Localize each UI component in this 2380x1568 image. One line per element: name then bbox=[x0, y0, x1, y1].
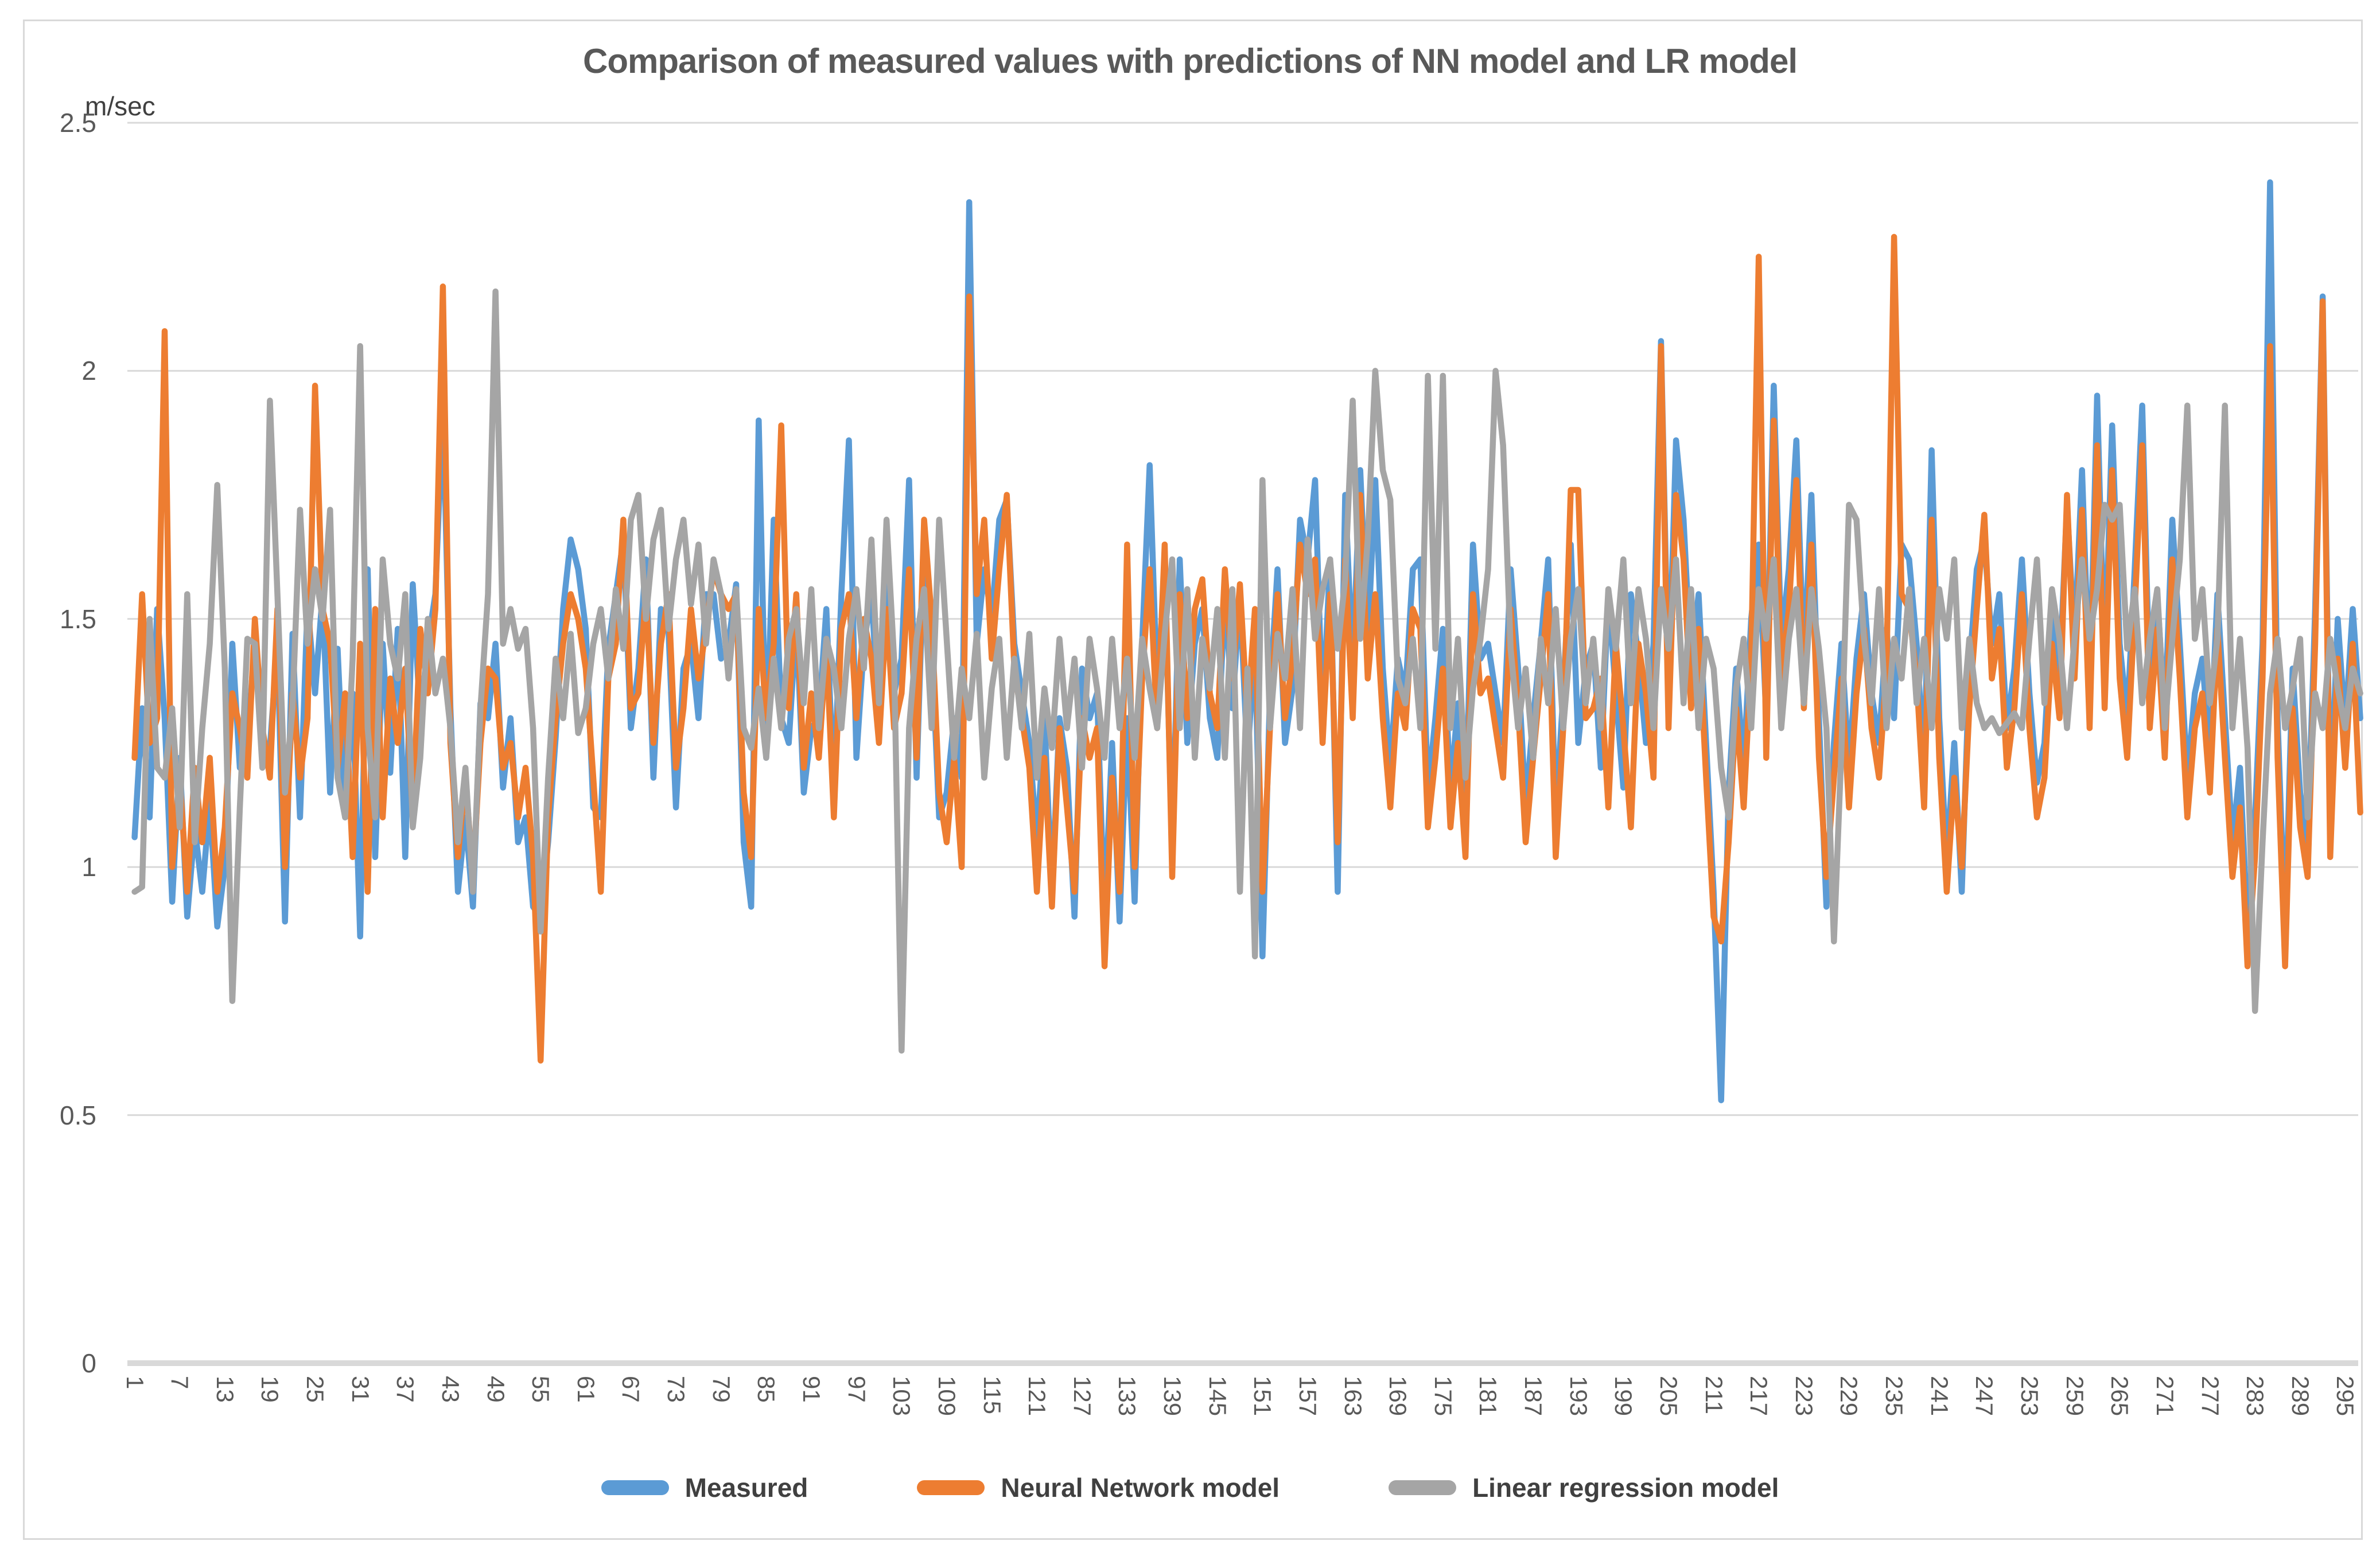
x-tick-label: 103 bbox=[888, 1376, 916, 1417]
x-tick-label: 229 bbox=[1835, 1376, 1863, 1417]
y-tick-label: 1 bbox=[81, 852, 96, 882]
x-tick-label: 61 bbox=[572, 1376, 600, 1403]
x-tick-label: 115 bbox=[978, 1376, 1006, 1414]
x-tick-label: 1 bbox=[121, 1376, 149, 1390]
chart-title: Comparison of measured values with predi… bbox=[583, 42, 1798, 80]
legend-item-linear-regression-model[interactable]: Linear regression model bbox=[1389, 1472, 1779, 1503]
x-tick-label: 253 bbox=[2016, 1376, 2043, 1417]
y-tick-label: 0.5 bbox=[60, 1100, 96, 1130]
y-tick-label: 2.5 bbox=[60, 108, 96, 138]
y-tick-label: 1.5 bbox=[60, 604, 96, 634]
x-tick-label: 211 bbox=[1700, 1376, 1728, 1414]
x-tick-label: 91 bbox=[798, 1376, 825, 1403]
x-tick-label: 127 bbox=[1068, 1376, 1096, 1417]
x-tick-label: 85 bbox=[753, 1376, 780, 1403]
x-tick-label: 247 bbox=[1971, 1376, 1998, 1417]
x-tick-label: 25 bbox=[302, 1376, 329, 1403]
legend-label: Neural Network model bbox=[1001, 1473, 1280, 1503]
x-tick-label: 151 bbox=[1249, 1376, 1277, 1417]
x-tick-label: 133 bbox=[1114, 1376, 1141, 1417]
legend: Measured Neural Network model Linear regre… bbox=[0, 1472, 2380, 1503]
legend-swatch-linear-regression-model bbox=[1389, 1480, 1457, 1495]
x-tick-label: 31 bbox=[347, 1376, 374, 1403]
x-tick-label: 295 bbox=[2332, 1376, 2359, 1417]
legend-item-measured[interactable]: Measured bbox=[601, 1472, 808, 1503]
x-tick-label: 217 bbox=[1745, 1376, 1773, 1417]
x-tick-label: 67 bbox=[617, 1376, 645, 1403]
x-tick-label: 97 bbox=[843, 1376, 870, 1403]
x-tick-label: 289 bbox=[2286, 1376, 2314, 1417]
y-tick-label: 0 bbox=[81, 1348, 96, 1378]
x-tick-label: 259 bbox=[2061, 1376, 2089, 1417]
x-tick-label: 7 bbox=[166, 1376, 194, 1390]
x-tick-label: 277 bbox=[2196, 1376, 2224, 1417]
x-tick-label: 187 bbox=[1520, 1376, 1547, 1417]
legend-swatch-measured bbox=[601, 1480, 669, 1495]
x-tick-label: 223 bbox=[1790, 1376, 1818, 1417]
y-tick-label: 2 bbox=[81, 356, 96, 386]
x-tick-label: 109 bbox=[933, 1376, 960, 1417]
x-tick-label: 55 bbox=[527, 1376, 555, 1403]
x-tick-label: 163 bbox=[1339, 1376, 1367, 1417]
x-tick-label: 73 bbox=[663, 1376, 690, 1403]
x-tick-label: 43 bbox=[437, 1376, 464, 1403]
x-tick-label: 205 bbox=[1655, 1376, 1682, 1417]
x-tick-label: 283 bbox=[2242, 1376, 2269, 1417]
x-tick-label: 19 bbox=[256, 1376, 284, 1403]
x-tick-label: 265 bbox=[2106, 1376, 2134, 1417]
x-tick-label: 175 bbox=[1429, 1376, 1457, 1417]
x-tick-label: 235 bbox=[1881, 1376, 1908, 1417]
x-tick-label: 199 bbox=[1610, 1376, 1638, 1417]
legend-swatch-neural-network-model bbox=[917, 1480, 985, 1495]
x-tick-label: 169 bbox=[1385, 1376, 1412, 1417]
series-line-linear-regression-model bbox=[131, 288, 2363, 1054]
y-axis-unit-label: m/sec bbox=[85, 91, 155, 121]
x-tick-label: 241 bbox=[1926, 1376, 1953, 1417]
legend-label: Measured bbox=[685, 1473, 808, 1503]
legend-item-neural-network-model[interactable]: Neural Network model bbox=[917, 1472, 1280, 1503]
x-tick-label: 181 bbox=[1475, 1376, 1502, 1417]
x-tick-label: 145 bbox=[1204, 1376, 1231, 1417]
x-tick-label: 37 bbox=[392, 1376, 419, 1403]
x-tick-label: 79 bbox=[707, 1376, 735, 1403]
x-tick-label: 157 bbox=[1294, 1376, 1321, 1417]
x-tick-label: 271 bbox=[2151, 1376, 2179, 1417]
x-tick-label: 121 bbox=[1024, 1376, 1051, 1417]
x-tick-label: 49 bbox=[482, 1376, 510, 1403]
x-tick-label: 139 bbox=[1159, 1376, 1187, 1417]
legend-label: Linear regression model bbox=[1472, 1473, 1779, 1503]
x-tick-label: 193 bbox=[1565, 1376, 1592, 1417]
x-tick-label: 13 bbox=[211, 1376, 239, 1403]
